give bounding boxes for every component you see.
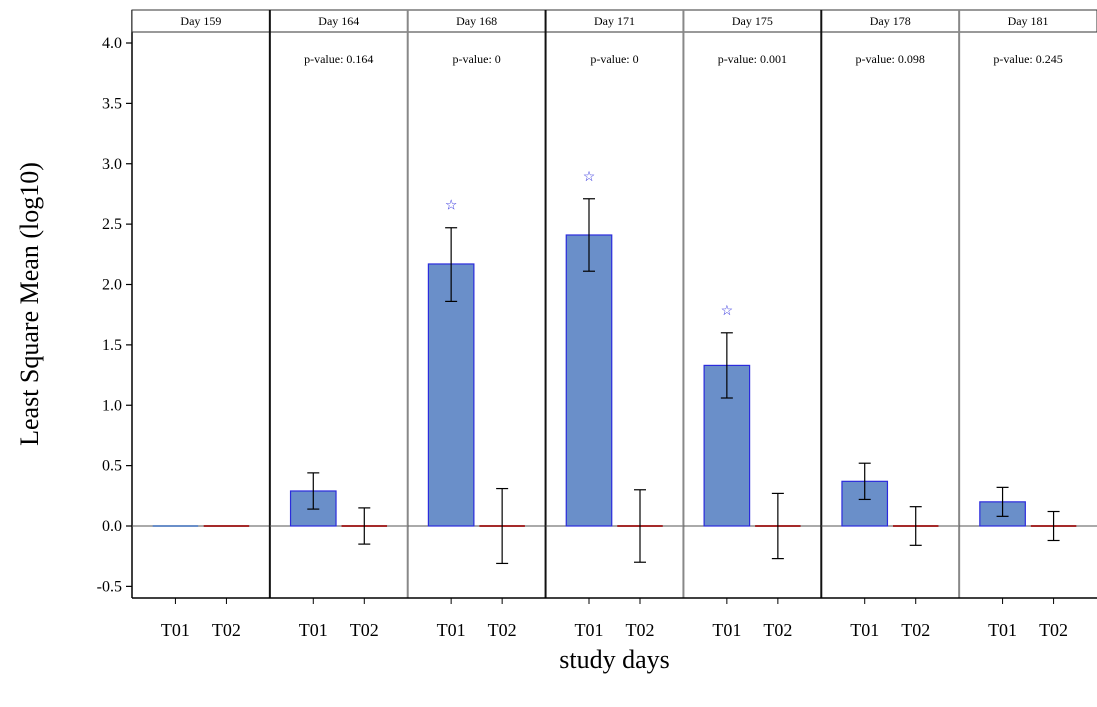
p-value-label: p-value: 0.164 bbox=[304, 52, 373, 66]
y-tick-label: 2.5 bbox=[102, 216, 122, 233]
x-tick-label: T02 bbox=[1039, 620, 1068, 640]
bar-T01 bbox=[428, 264, 473, 526]
bar-T01 bbox=[566, 235, 611, 526]
y-tick-label: 0.0 bbox=[102, 518, 122, 535]
x-axis-label: study days bbox=[559, 645, 670, 674]
panel-title: Day 171 bbox=[594, 14, 635, 28]
x-tick-label: T01 bbox=[574, 620, 603, 640]
x-tick-label: T02 bbox=[350, 620, 379, 640]
panel-title: Day 159 bbox=[180, 14, 221, 28]
panel-title: Day 181 bbox=[1008, 14, 1049, 28]
y-tick-label: 4.0 bbox=[102, 35, 122, 52]
x-tick-label: T01 bbox=[988, 620, 1017, 640]
x-tick-label: T01 bbox=[437, 620, 466, 640]
y-tick-label: 2.0 bbox=[102, 277, 122, 294]
x-tick-label: T02 bbox=[488, 620, 517, 640]
x-tick-label: T02 bbox=[626, 620, 655, 640]
panel-title: Day 164 bbox=[318, 14, 359, 28]
x-tick-label: T01 bbox=[712, 620, 741, 640]
significance-marker: ☆ bbox=[445, 199, 458, 214]
x-tick-label: T02 bbox=[212, 620, 241, 640]
significance-marker: ☆ bbox=[721, 304, 734, 319]
panel-title: Day 178 bbox=[870, 14, 911, 28]
p-value-label: p-value: 0.098 bbox=[856, 52, 925, 66]
y-tick-label: 1.5 bbox=[102, 337, 122, 354]
p-value-label: p-value: 0 bbox=[452, 52, 500, 66]
x-tick-label: T02 bbox=[901, 620, 930, 640]
y-tick-label: 0.5 bbox=[102, 458, 122, 475]
p-value-label: p-value: 0.001 bbox=[718, 52, 787, 66]
x-tick-label: T01 bbox=[299, 620, 328, 640]
y-tick-label: -0.5 bbox=[97, 578, 122, 595]
x-tick-label: T01 bbox=[850, 620, 879, 640]
y-axis-label: Least Square Mean (log10) bbox=[15, 162, 44, 446]
p-value-label: p-value: 0 bbox=[590, 52, 638, 66]
p-value-label: p-value: 0.245 bbox=[993, 52, 1062, 66]
panel-title: Day 168 bbox=[456, 14, 497, 28]
y-tick-label: 3.5 bbox=[102, 95, 122, 112]
significance-marker: ☆ bbox=[583, 170, 596, 185]
x-tick-label: T02 bbox=[763, 620, 792, 640]
y-tick-label: 1.0 bbox=[102, 397, 122, 414]
x-tick-label: T01 bbox=[161, 620, 190, 640]
y-tick-label: 3.0 bbox=[102, 156, 122, 173]
panel-title: Day 175 bbox=[732, 14, 773, 28]
